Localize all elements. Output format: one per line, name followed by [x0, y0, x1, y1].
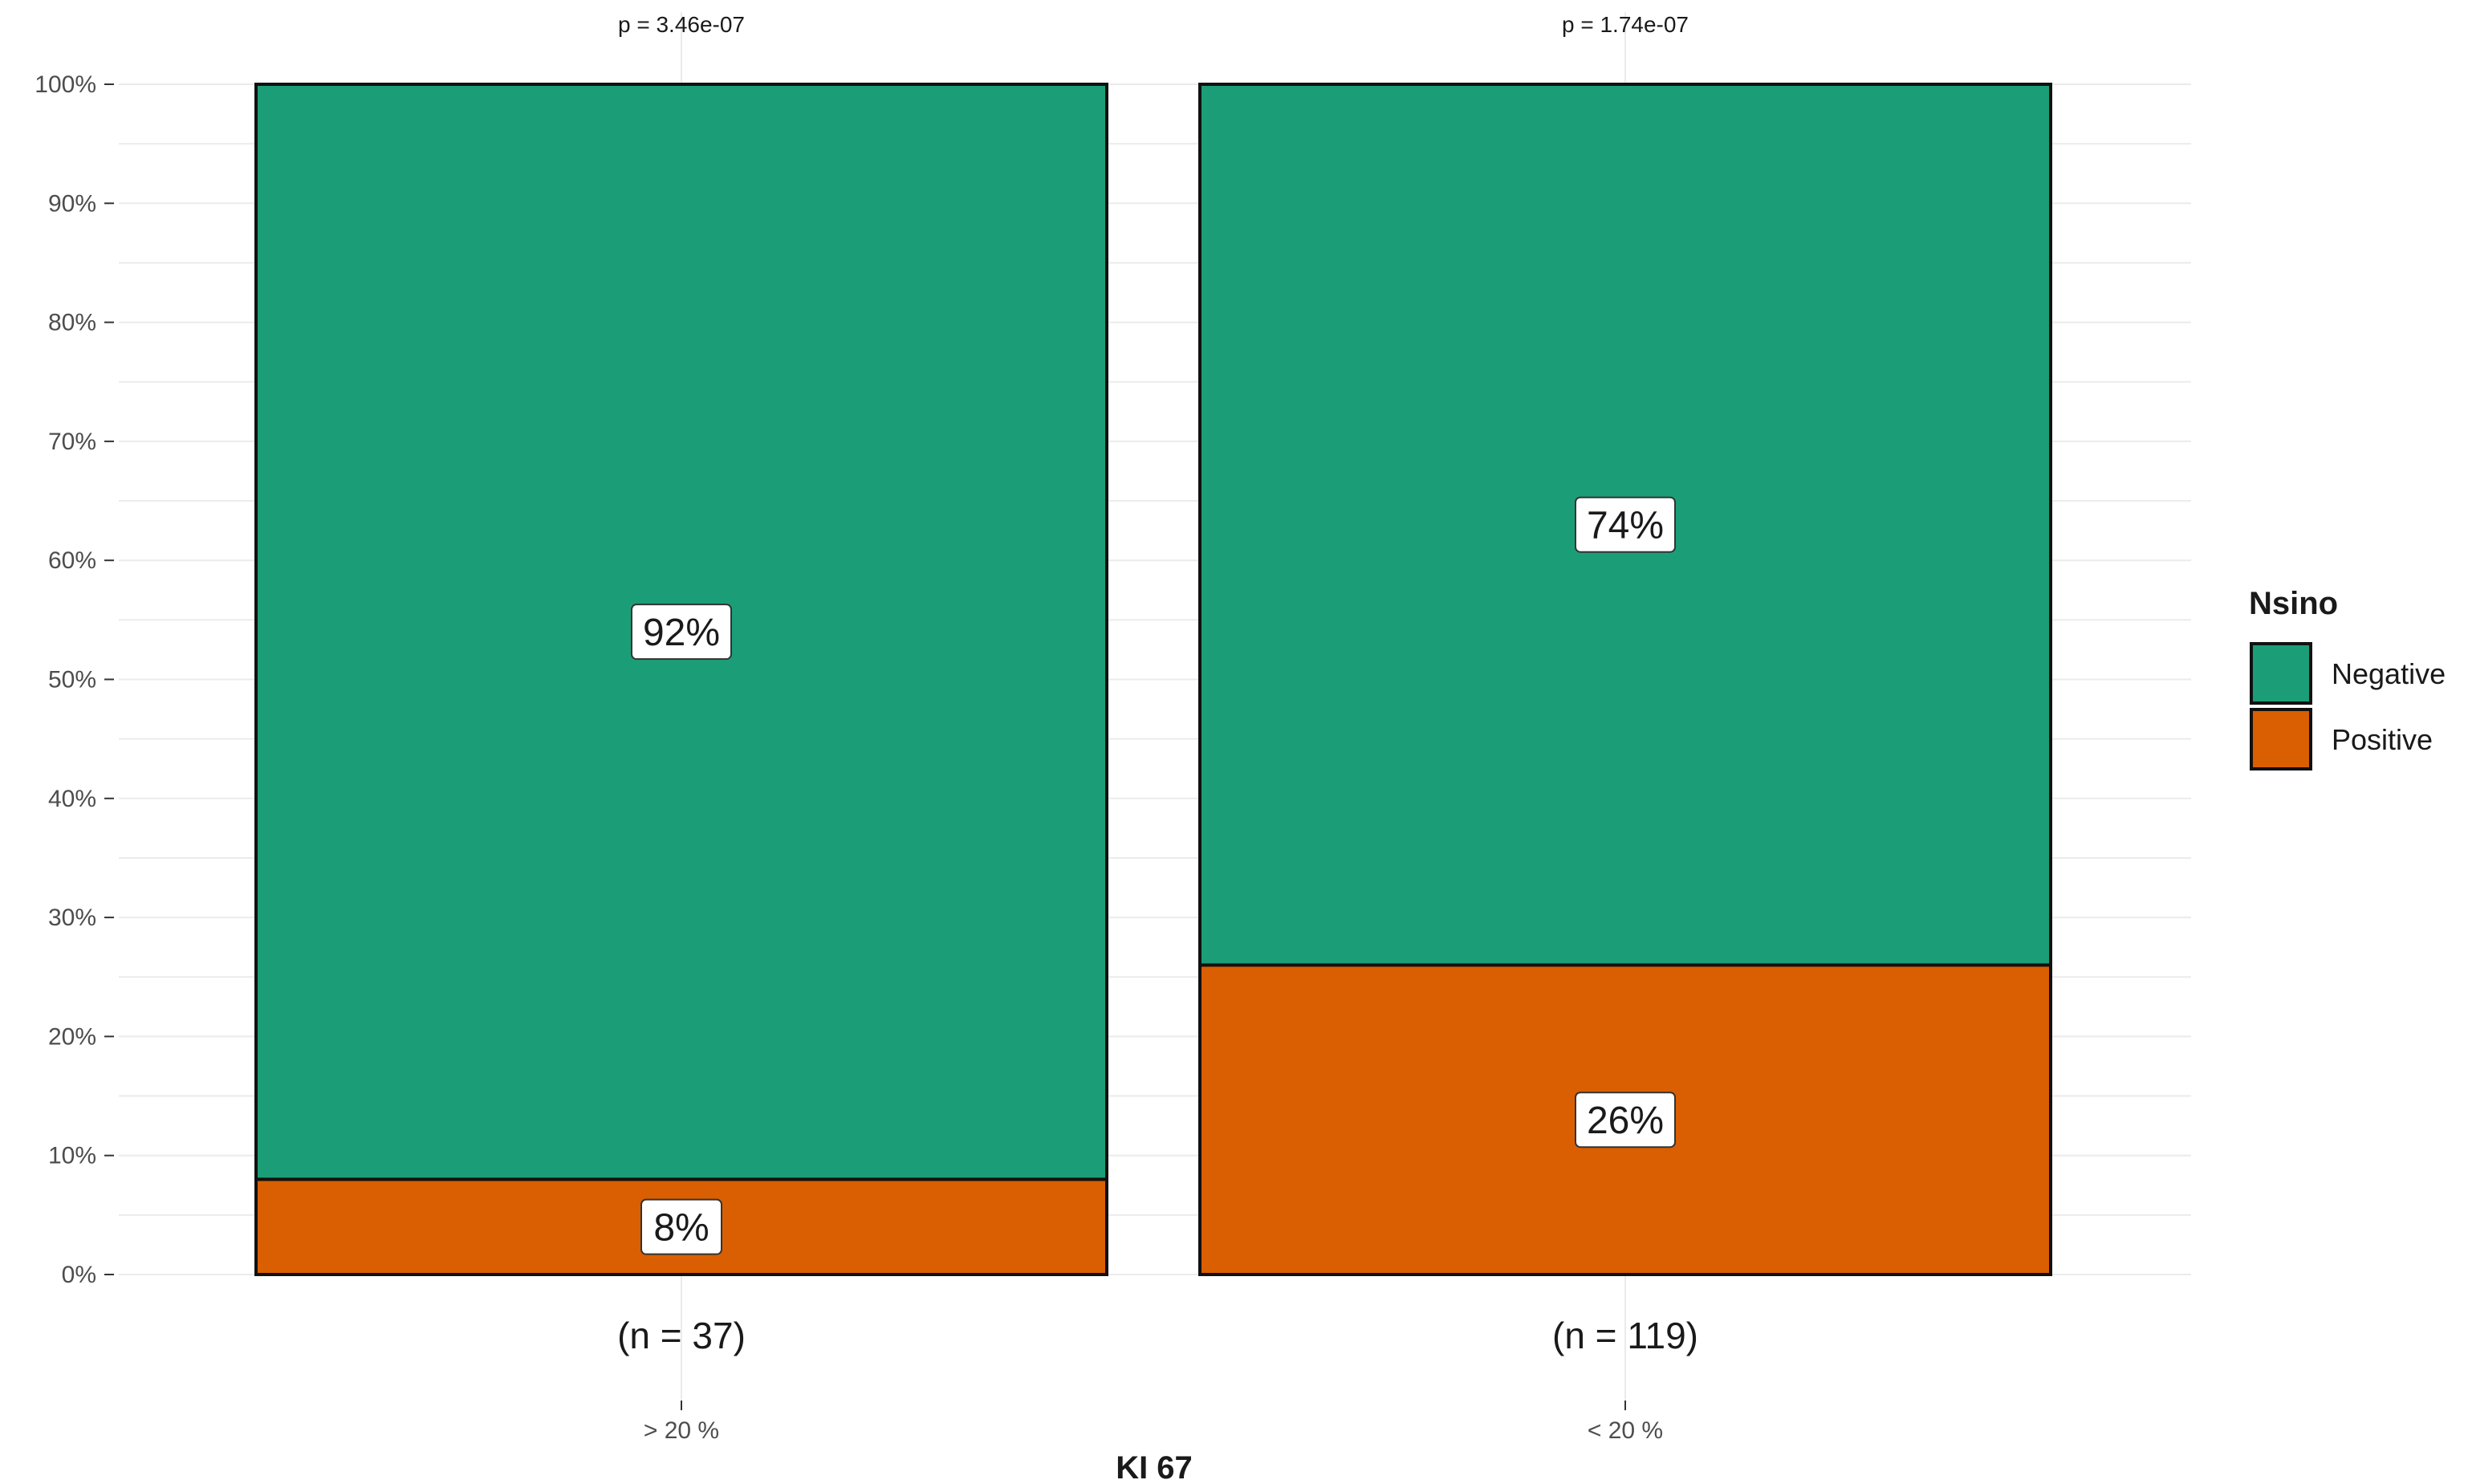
p-value-label: p = 3.46e-07 [618, 12, 745, 37]
data-label-box [640, 1198, 722, 1255]
legend-key-negative [2250, 642, 2312, 705]
y-tick-label: 70% [48, 429, 96, 455]
y-tick-label: 40% [48, 786, 96, 812]
y-tick-label: 20% [48, 1023, 96, 1050]
data-label-box [1575, 1092, 1676, 1149]
data-label: 26% [1587, 1100, 1664, 1142]
y-axis: 0% 10% 20% 30% 40% 50% 60% 70% 80% 90% 100% [35, 71, 114, 1288]
x-axis-title: KI 67 [1116, 1450, 1193, 1484]
legend-label-negative: Negative [2332, 657, 2446, 690]
data-labels: 8% 92% 26% 74% [631, 496, 1676, 1255]
y-tick-label: 90% [48, 190, 96, 217]
y-tick-label: 10% [48, 1143, 96, 1169]
data-label: 92% [643, 612, 720, 654]
legend-title: Nsino [2249, 586, 2338, 621]
bar-positive [1198, 963, 2052, 1277]
y-tick-label: 60% [48, 547, 96, 574]
count-label: (n = 119) [1552, 1315, 1698, 1356]
legend: Nsino Negative Positive [2249, 586, 2446, 770]
legend-key-positive [2250, 708, 2312, 770]
y-tick-label: 80% [48, 310, 96, 336]
x-axis: p = 3.46e-07 p = 1.74e-07 (n = 37) (n = 119… [617, 12, 1698, 1444]
legend-label-positive: Positive [2332, 723, 2433, 756]
data-label-box [1575, 496, 1676, 553]
x-tick-label: < 20 % [1588, 1417, 1663, 1444]
data-label-box [631, 604, 732, 661]
y-tick-label: 0% [62, 1262, 96, 1288]
x-tick-label: > 20 % [644, 1417, 719, 1444]
bars [254, 83, 2052, 1277]
data-label: 8% [653, 1207, 709, 1250]
y-tick-label: 50% [48, 667, 96, 693]
y-tick-label: 100% [35, 71, 96, 98]
p-value-label: p = 1.74e-07 [1562, 12, 1689, 37]
data-label: 74% [1587, 505, 1664, 547]
y-tick-label: 30% [48, 905, 96, 931]
count-label: (n = 37) [617, 1315, 746, 1356]
